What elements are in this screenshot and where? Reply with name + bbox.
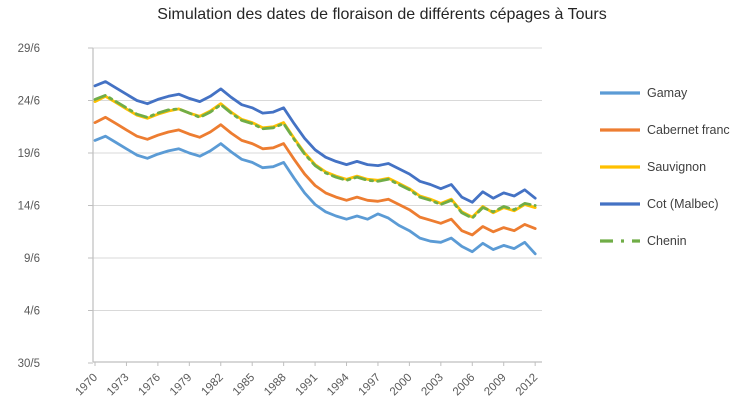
legend-item-cabernet-franc: Cabernet franc — [599, 111, 730, 148]
legend-label-gamay: Gamay — [647, 85, 688, 100]
legend-item-gamay: Gamay — [599, 74, 730, 111]
y-tick-label: 29/6 — [18, 43, 40, 55]
y-tick-label: 14/6 — [18, 201, 40, 213]
legend-swatch-gamay — [600, 90, 640, 95]
x-tick-label: 2003 — [419, 372, 446, 399]
x-tick-label: 2009 — [482, 372, 509, 399]
legend-label-cot-malbec: Cot (Malbec) — [647, 196, 719, 211]
series-line-cabernet-franc — [93, 115, 537, 237]
x-tick-label: 2012 — [514, 372, 541, 399]
x-tick-label: 2006 — [451, 372, 478, 399]
x-tick-label: 1973 — [105, 372, 132, 399]
x-tick-label: 1994 — [325, 371, 352, 398]
legend-swatch-cot-malbec — [600, 201, 640, 206]
x-tick-label: 1970 — [74, 372, 101, 399]
y-tick-label: 9/6 — [24, 253, 40, 265]
series-line-chenin — [93, 93, 537, 220]
legend-swatch-chenin — [600, 238, 640, 243]
x-tick-label: 1982 — [199, 372, 226, 399]
x-tick-label: 1988 — [262, 372, 289, 399]
x-tick-label: 1979 — [168, 372, 195, 399]
series-line-gamay — [93, 134, 537, 256]
legend-item-chenin: Chenin — [599, 222, 730, 259]
y-tick-label: 19/6 — [18, 148, 40, 160]
legend-swatch-cabernet-franc — [600, 127, 640, 132]
series-line-cot-malbec — [93, 80, 537, 204]
legend-swatch-sauvignon — [600, 164, 640, 169]
x-tick-label: 1985 — [231, 372, 258, 399]
y-tick-label: 24/6 — [18, 96, 40, 108]
series-line-sauvignon — [93, 94, 537, 219]
chart-title: Simulation des dates de floraison de dif… — [157, 6, 607, 23]
legend-label-cabernet-franc: Cabernet franc — [647, 122, 730, 137]
legend-item-cot-malbec: Cot (Malbec) — [599, 185, 730, 222]
y-tick-label: 4/6 — [24, 306, 40, 318]
legend: Gamay Cabernet franc Sauvignon Cot (Malb… — [599, 74, 730, 259]
legend-item-sauvignon: Sauvignon — [599, 148, 730, 185]
y-tick-label: 30/5 — [18, 358, 40, 370]
x-tick-label: 1976 — [136, 372, 163, 399]
x-tick-label: 1997 — [357, 372, 384, 399]
legend-label-sauvignon: Sauvignon — [647, 159, 707, 174]
legend-label-chenin: Chenin — [647, 233, 687, 248]
x-tick-label: 1991 — [294, 372, 321, 399]
x-tick-label: 2000 — [388, 372, 415, 399]
